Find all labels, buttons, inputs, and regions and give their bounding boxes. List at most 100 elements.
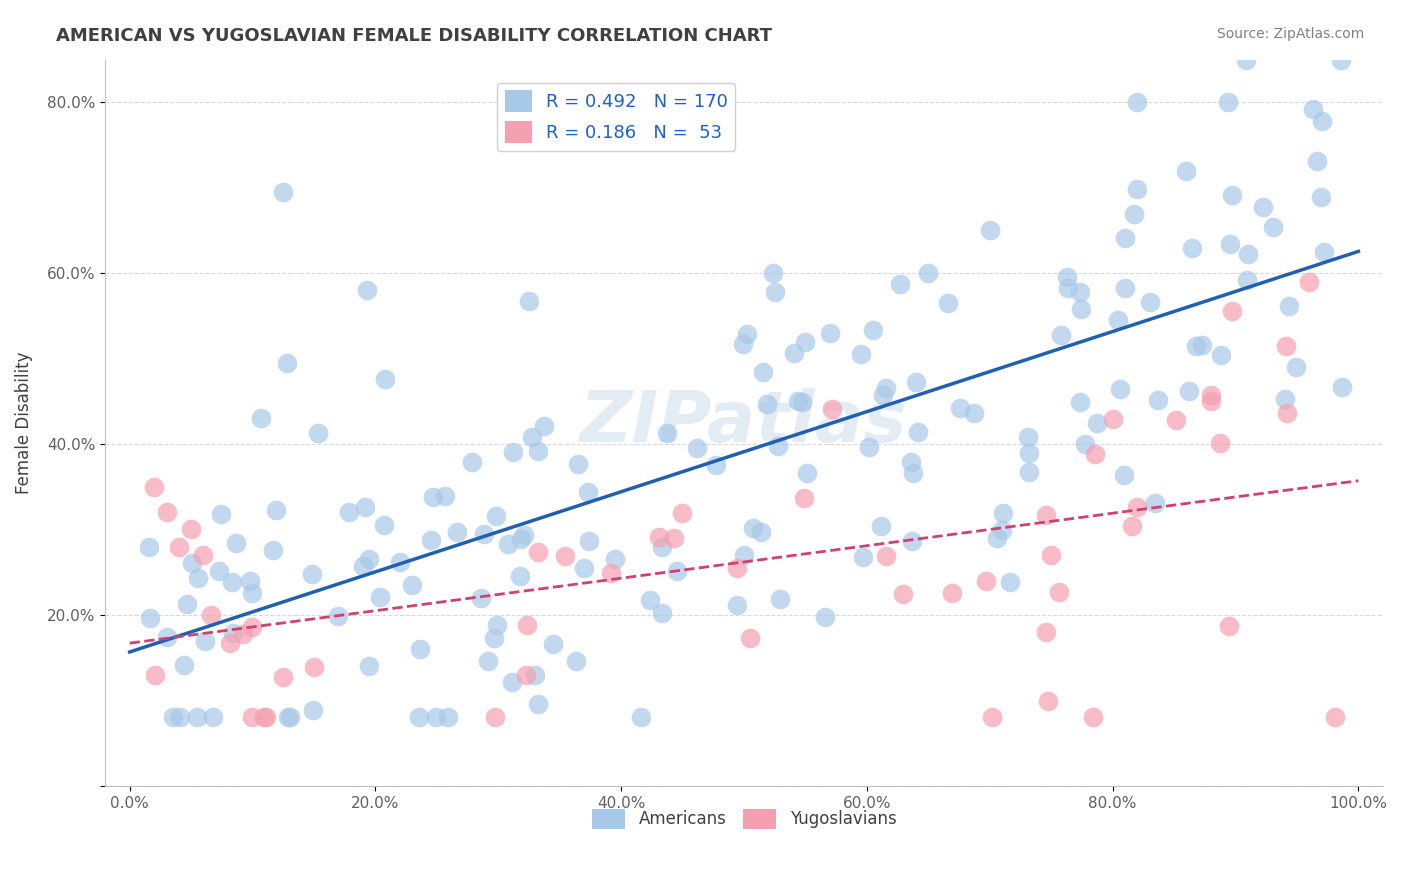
Point — [420, 533, 443, 548]
Point — [1191, 338, 1213, 352]
Point — [446, 524, 468, 539]
Point — [524, 668, 547, 682]
Point — [917, 266, 939, 280]
Point — [422, 490, 444, 504]
Point — [875, 381, 897, 395]
Point — [1331, 380, 1354, 394]
Point — [1084, 447, 1107, 461]
Point — [302, 704, 325, 718]
Point — [986, 531, 1008, 545]
Point — [1039, 548, 1062, 562]
Point — [254, 710, 277, 724]
Point — [209, 507, 232, 521]
Point — [1069, 285, 1091, 299]
Point — [735, 326, 758, 341]
Point — [974, 574, 997, 589]
Point — [733, 549, 755, 563]
Point — [1199, 394, 1222, 409]
Point — [991, 523, 1014, 537]
Point — [208, 565, 231, 579]
Point — [1298, 275, 1320, 289]
Point — [139, 611, 162, 625]
Point — [1216, 95, 1239, 109]
Point — [1261, 220, 1284, 235]
Point — [240, 586, 263, 600]
Point — [818, 326, 841, 340]
Point — [138, 541, 160, 555]
Point — [484, 632, 506, 646]
Point — [356, 283, 378, 297]
Point — [434, 489, 457, 503]
Point — [1070, 302, 1092, 317]
Point — [647, 530, 669, 544]
Point — [425, 710, 447, 724]
Point — [1310, 190, 1333, 204]
Point — [143, 667, 166, 681]
Point — [948, 401, 970, 415]
Point — [1126, 182, 1149, 196]
Point — [271, 670, 294, 684]
Point — [1181, 241, 1204, 255]
Point — [725, 598, 748, 612]
Point — [526, 544, 548, 558]
Point — [756, 397, 779, 411]
Point — [787, 393, 810, 408]
Point — [1036, 694, 1059, 708]
Point — [858, 440, 880, 454]
Point — [264, 502, 287, 516]
Point — [240, 710, 263, 724]
Point — [167, 540, 190, 554]
Point — [814, 610, 837, 624]
Point — [749, 524, 772, 539]
Point — [979, 223, 1001, 237]
Point — [373, 518, 395, 533]
Point — [326, 609, 349, 624]
Point — [307, 426, 329, 441]
Point — [1147, 393, 1170, 408]
Point — [1184, 339, 1206, 353]
Point — [638, 593, 661, 607]
Point — [1323, 710, 1346, 724]
Point — [1126, 95, 1149, 110]
Point — [1143, 496, 1166, 510]
Point — [599, 566, 621, 581]
Point — [180, 556, 202, 570]
Point — [1218, 619, 1240, 633]
Point — [1017, 430, 1039, 444]
Point — [194, 634, 217, 648]
Point — [993, 506, 1015, 520]
Point — [576, 485, 599, 500]
Point — [1175, 163, 1198, 178]
Point — [763, 285, 786, 299]
Point — [1018, 465, 1040, 479]
Text: ZIPatlas: ZIPatlas — [581, 388, 908, 458]
Point — [169, 710, 191, 724]
Point — [862, 323, 884, 337]
Legend: Americans, Yugoslavians: Americans, Yugoslavians — [585, 802, 903, 836]
Point — [515, 668, 537, 682]
Point — [526, 697, 548, 711]
Point — [998, 575, 1021, 590]
Point — [143, 480, 166, 494]
Point — [686, 441, 709, 455]
Point — [352, 558, 374, 573]
Point — [1121, 518, 1143, 533]
Text: AMERICAN VS YUGOSLAVIAN FEMALE DISABILITY CORRELATION CHART: AMERICAN VS YUGOSLAVIAN FEMALE DISABILIT… — [56, 27, 772, 45]
Point — [1285, 360, 1308, 375]
Point — [740, 631, 762, 645]
Point — [218, 635, 240, 649]
Point — [1178, 384, 1201, 399]
Point — [731, 336, 754, 351]
Point — [662, 531, 685, 545]
Point — [742, 521, 765, 535]
Point — [1164, 413, 1187, 427]
Point — [630, 710, 652, 724]
Point — [574, 561, 596, 575]
Point — [1305, 154, 1327, 169]
Point — [963, 406, 986, 420]
Point — [875, 549, 897, 563]
Point — [408, 710, 430, 724]
Point — [901, 533, 924, 548]
Point — [409, 642, 432, 657]
Point — [516, 617, 538, 632]
